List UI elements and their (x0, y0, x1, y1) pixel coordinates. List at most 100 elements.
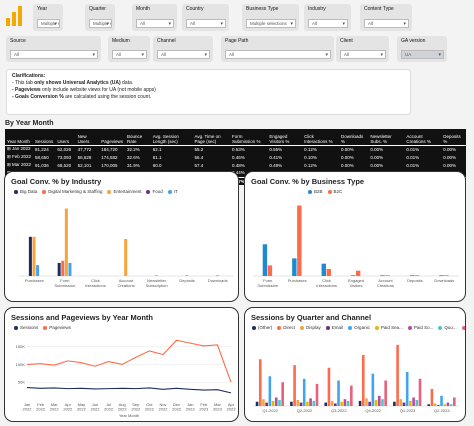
legend-item-entertainment[interactable]: Entertainment (102, 189, 141, 194)
line-series-pageviews[interactable] (26, 339, 232, 383)
legend-item-b2c[interactable]: B2C (323, 189, 342, 194)
bar-paid-so-q1-2023[interactable] (412, 397, 415, 407)
bar-organic-q2-2022[interactable] (302, 378, 306, 406)
bar-organic-q3-2022[interactable] (337, 380, 340, 407)
column-header[interactable]: Bounce Rate (125, 129, 151, 146)
bar-entertainment-form-submission[interactable] (64, 208, 68, 276)
bar-other-q3-2022[interactable] (324, 402, 328, 406)
column-header[interactable]: Deposits % (441, 129, 466, 146)
bar-paid-sea-q1-2022[interactable] (271, 400, 275, 406)
bar-it-purchases[interactable] (36, 265, 40, 276)
bar-b2b-account-creations[interactable] (380, 275, 385, 276)
bar-paid-so-q4-2022[interactable] (377, 395, 381, 406)
legend-item-paid-sea[interactable]: Paid Sea... (370, 325, 403, 330)
bar-b2c-engaged-visitors[interactable] (356, 270, 361, 276)
line-series-sessions[interactable] (26, 387, 232, 394)
bar-email-q2-2022[interactable] (299, 402, 303, 406)
bar-display-q2-2022[interactable] (296, 400, 300, 406)
bar-quo-q1-2022[interactable] (278, 400, 281, 406)
legend-item-food[interactable]: Food (141, 189, 163, 194)
slicer-dropdown[interactable]: Multiple sel... (89, 19, 112, 28)
legend-item-it[interactable]: IT (163, 189, 178, 194)
slicer-dropdown[interactable]: All (186, 19, 226, 28)
bar-quo-q4-2022[interactable] (381, 399, 384, 406)
bar-email-q1-2022[interactable] (265, 402, 268, 406)
bar-paid-sea-q4-2022[interactable] (374, 400, 378, 406)
bar-display-q1-2022[interactable] (262, 399, 265, 406)
slicer-medium[interactable]: Medium All (108, 36, 150, 62)
bar-paid-sea-q1-2023[interactable] (409, 400, 412, 406)
bar-organic-q2-2023[interactable] (440, 395, 443, 406)
column-header[interactable]: Users (55, 129, 76, 146)
column-header[interactable]: Newsletter Subs. % (368, 129, 405, 146)
slicer-month[interactable]: Month All (132, 4, 177, 31)
bar-email-q3-2022[interactable] (334, 403, 337, 406)
bar-quo-q2-2023[interactable] (449, 404, 453, 406)
bar-paid-so-q3-2022[interactable] (343, 399, 347, 406)
bar-direct-q1-2023[interactable] (396, 344, 399, 406)
column-header[interactable]: Year Month (5, 129, 34, 146)
bar-entertainment-purchases[interactable] (32, 236, 36, 276)
bar-direct-q2-2022[interactable] (293, 365, 296, 406)
bar-b2b-engaged-visitors[interactable] (351, 275, 356, 276)
column-header[interactable]: Account Creations % (404, 129, 442, 146)
legend-item-pageviews[interactable]: Pageviews (38, 325, 71, 330)
bar-direct-q2-2023[interactable] (430, 389, 434, 406)
bar-it-form-submission[interactable] (68, 262, 72, 276)
slicer-dropdown[interactable]: All (136, 19, 174, 28)
legend-item-digital-marketing-staffing[interactable]: Digital Marketing & Staffing (37, 189, 102, 194)
legend-item-paid-so[interactable]: Paid So... (403, 325, 433, 330)
slicer-client[interactable]: Client All (336, 36, 389, 62)
bar-organic-q4-2022[interactable] (371, 373, 375, 406)
slicer-country[interactable]: Country All (182, 4, 229, 31)
bar-email-q1-2023[interactable] (402, 402, 406, 406)
bar-b2b-deposits[interactable] (409, 275, 415, 276)
bar-big-data-purchases[interactable] (28, 236, 32, 276)
bar-paid-sea-q2-2022[interactable] (306, 401, 309, 406)
legend-item-organic[interactable]: Organic (343, 325, 370, 330)
bar-entertainment-deposits[interactable] (185, 275, 189, 276)
slicer-ga-version[interactable]: GA version UA (397, 36, 447, 62)
slicer-dropdown[interactable]: All (157, 50, 210, 59)
legend-item-other[interactable]: (Other) (247, 325, 272, 330)
bar-b2b-click-interactions[interactable] (321, 263, 326, 276)
bar-organic-q1-2023[interactable] (405, 372, 409, 406)
column-header[interactable]: Click Interactions % (302, 129, 340, 146)
bar-display-q4-2022[interactable] (365, 398, 368, 406)
bar-b2c-click-interactions[interactable] (326, 268, 331, 276)
bar-b2b-form-submission[interactable] (262, 244, 268, 276)
bar-email-q4-2022[interactable] (368, 401, 371, 406)
bar-referral-q1-2023[interactable] (418, 378, 422, 406)
slicer-industry[interactable]: Industry All (304, 4, 351, 31)
legend-item-quo[interactable]: Quo... (433, 325, 457, 330)
bar-other-q2-2022[interactable] (290, 401, 293, 406)
column-header[interactable]: Engaged Visitors % (267, 129, 303, 146)
bar-quo-q1-2023[interactable] (415, 400, 419, 406)
slicer-page-path[interactable]: Page Path All (221, 36, 334, 62)
bar-referral-q2-2023[interactable] (453, 397, 456, 407)
slicer-dropdown[interactable]: All (340, 50, 386, 59)
bar-b2c-form-submission[interactable] (267, 265, 273, 276)
slicer-channel[interactable]: Channel All (153, 36, 213, 62)
bar-display-q1-2023[interactable] (399, 399, 403, 406)
bar-email-q2-2023[interactable] (437, 405, 440, 406)
legend-item-big-data[interactable]: Big Data (9, 189, 37, 194)
bar-b2b-purchases[interactable] (292, 258, 297, 276)
slicer-source[interactable]: Source All (6, 36, 101, 62)
bar-b2c-purchases[interactable] (297, 205, 302, 276)
bar-referral-q4-2022[interactable] (384, 380, 387, 407)
bar-b2c-deposits[interactable] (414, 275, 420, 276)
legend-item-referral[interactable]: Referral (457, 325, 465, 330)
column-header[interactable]: Avg. Time on Page (sec) (192, 129, 231, 146)
slicer-dropdown[interactable]: Multiple sel... (37, 19, 60, 28)
slicer-business-type[interactable]: Business Type Multiple selections (242, 4, 299, 31)
slicer-dropdown[interactable]: All (364, 19, 409, 28)
bar-entertainment-newsletter-subscription[interactable] (154, 275, 158, 276)
slicer-year[interactable]: Year Multiple sel... (33, 4, 63, 31)
slicer-dropdown[interactable]: All (112, 50, 147, 59)
slicer-dropdown[interactable]: Multiple selections (246, 19, 296, 28)
bar-entertainment-account-creations[interactable] (124, 239, 128, 276)
slicer-dropdown[interactable]: All (308, 19, 348, 28)
bar-other-q2-2023[interactable] (427, 404, 431, 406)
bar-big-data-form-submission[interactable] (57, 262, 61, 276)
